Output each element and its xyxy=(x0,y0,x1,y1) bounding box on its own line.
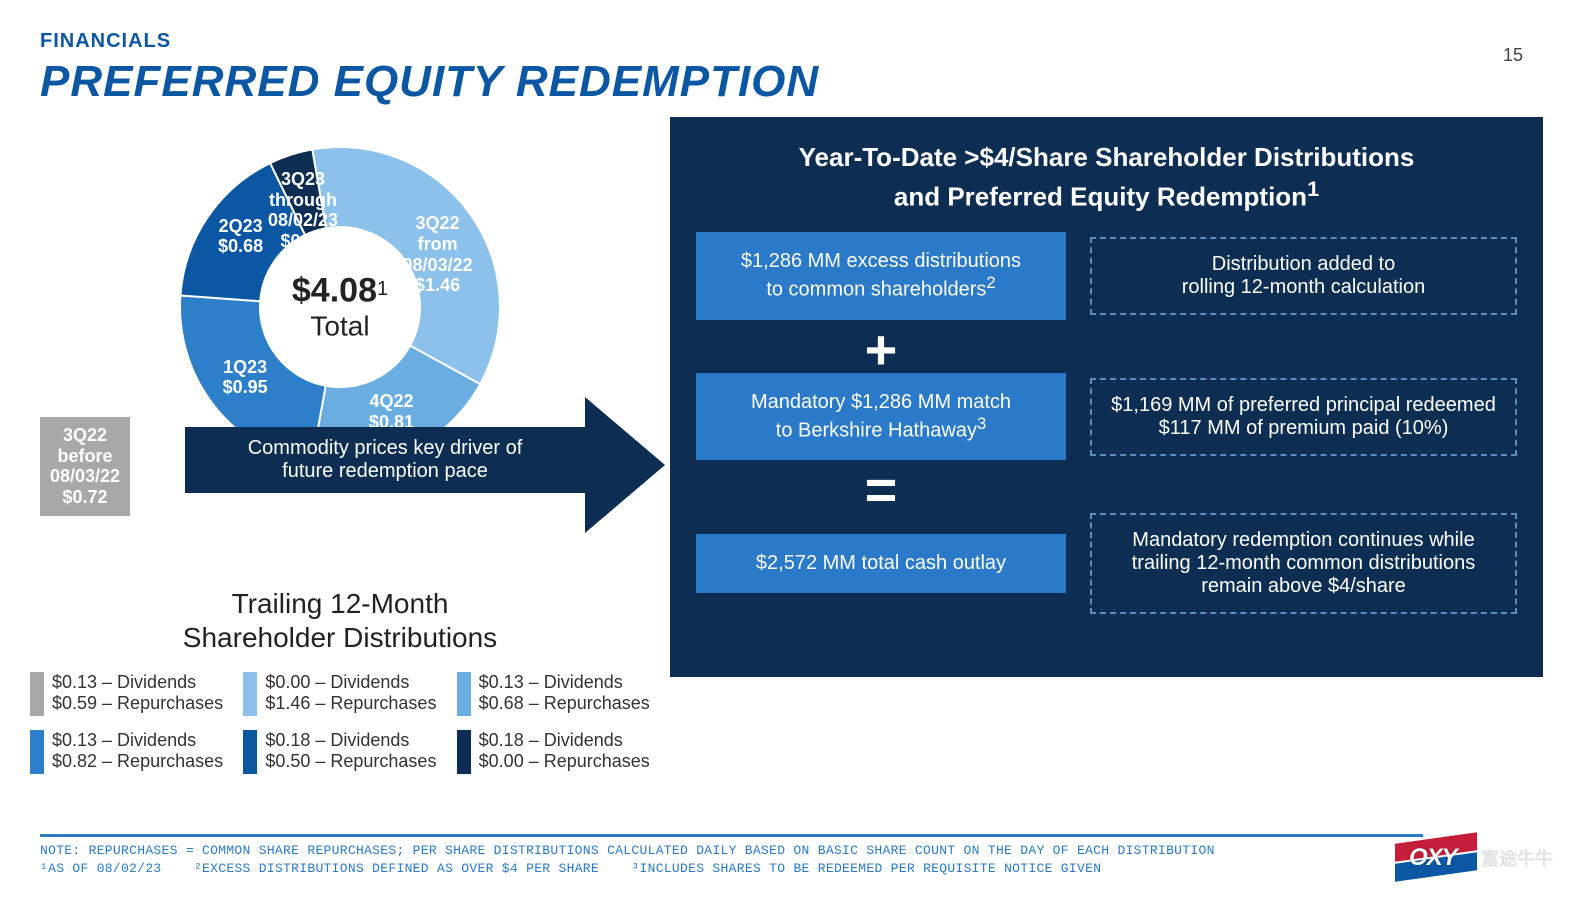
legend-swatch xyxy=(30,672,44,716)
center-superscript: 1 xyxy=(377,278,388,300)
watermark-text: 富途牛牛 xyxy=(1481,845,1553,871)
center-value: $4.08 xyxy=(292,272,377,310)
panel-title-sup: 1 xyxy=(1307,176,1319,201)
legend-swatch xyxy=(457,672,471,716)
panel-rows: $1,286 MM excess distributionsto common … xyxy=(696,232,1517,622)
legend-swatch xyxy=(457,730,471,774)
fn-c: ³INCLUDES SHARES TO BE REDEEMED PER REQU… xyxy=(631,861,1101,876)
panel-row: Mandatory $1,286 MM matchto Berkshire Ha… xyxy=(696,373,1517,461)
donut-center: $4.081 Total xyxy=(292,272,388,343)
legend-text: $0.13 – Dividends $0.82 – Repurchases xyxy=(52,730,223,772)
legend-swatch xyxy=(243,730,257,774)
fn-a: ¹AS OF 08/02/23 xyxy=(40,861,162,876)
legend-text: $0.18 – Dividends $0.00 – Repurchases xyxy=(479,730,650,772)
legend-item: $0.00 – Dividends $1.46 – Repurchases xyxy=(243,672,436,716)
legend-dividends: $0.13 – Dividends xyxy=(52,672,223,693)
page-number: 15 xyxy=(1503,45,1523,66)
legend-repurchases: $0.50 – Repurchases xyxy=(265,751,436,772)
legend-repurchases: $1.46 – Repurchases xyxy=(265,693,436,714)
legend-item: $0.18 – Dividends $0.00 – Repurchases xyxy=(457,730,650,774)
footnote: NOTE: REPURCHASES = COMMON SHARE REPURCH… xyxy=(40,834,1423,876)
arrow-note: Commodity prices key driver of future re… xyxy=(185,427,665,493)
slide-header: FINANCIALS PREFERRED EQUITY REDEMPTION xyxy=(0,0,1583,107)
legend-repurchases: $0.00 – Repurchases xyxy=(479,751,650,772)
plus-icon: + xyxy=(696,328,1066,373)
callout-l2: before xyxy=(50,446,120,467)
legend-dividends: $0.13 – Dividends xyxy=(479,672,650,693)
legend-text: $0.13 – Dividends $0.68 – Repurchases xyxy=(479,672,650,714)
footnote-l2: ¹AS OF 08/02/23 ²EXCESS DISTRIBUTIONS DE… xyxy=(40,861,1423,876)
legend-repurchases: $0.82 – Repurchases xyxy=(52,751,223,772)
solid-box: $2,572 MM total cash outlay xyxy=(696,534,1066,593)
legend-dividends: $0.13 – Dividends xyxy=(52,730,223,751)
slide-title: PREFERRED EQUITY REDEMPTION xyxy=(40,57,1583,107)
logo-area: OXY 富途牛牛 xyxy=(1401,830,1553,886)
legend-text: $0.18 – Dividends $0.50 – Repurchases xyxy=(265,730,436,772)
legend-swatch xyxy=(30,730,44,774)
callout-l1: 3Q22 xyxy=(50,425,120,446)
legend-item: $0.18 – Dividends $0.50 – Repurchases xyxy=(243,730,436,774)
legend-grid: $0.13 – Dividends $0.59 – Repurchases $0… xyxy=(30,672,650,774)
arrow-l2: future redemption pace xyxy=(195,460,575,483)
logo-text: OXY xyxy=(1409,844,1457,872)
solid-box: $1,286 MM excess distributionsto common … xyxy=(696,232,1066,320)
legend-repurchases: $0.68 – Repurchases xyxy=(479,693,650,714)
section-label: FINANCIALS xyxy=(40,30,1583,53)
right-column: Year-To-Date >$4/Share Shareholder Distr… xyxy=(670,117,1543,774)
panel-title-l1: Year-To-Date >$4/Share Shareholder Distr… xyxy=(799,142,1415,172)
info-panel: Year-To-Date >$4/Share Shareholder Distr… xyxy=(670,117,1543,677)
center-label: Total xyxy=(292,311,388,343)
dashed-box: Mandatory redemption continues while tra… xyxy=(1090,513,1517,614)
dashed-box: $1,169 MM of preferred principal redeeme… xyxy=(1090,378,1517,456)
panel-row: $2,572 MM total cash outlay Mandatory re… xyxy=(696,513,1517,614)
legend-item: $0.13 – Dividends $0.59 – Repurchases xyxy=(30,672,223,716)
callout-l3: 08/03/22 xyxy=(50,466,120,487)
legend-dividends: $0.00 – Dividends xyxy=(265,672,436,693)
donut-slice xyxy=(312,147,500,384)
legend-text: $0.00 – Dividends $1.46 – Repurchases xyxy=(265,672,436,714)
equals-icon: = xyxy=(696,468,1066,513)
content-area: $4.081 Total 3Q22from08/03/22$1.464Q22$0… xyxy=(0,107,1583,774)
legend-item: $0.13 – Dividends $0.82 – Repurchases xyxy=(30,730,223,774)
panel-title-l2: and Preferred Equity Redemption xyxy=(894,181,1307,211)
legend-dividends: $0.18 – Dividends xyxy=(265,730,436,751)
legend-text: $0.13 – Dividends $0.59 – Repurchases xyxy=(52,672,223,714)
dashed-box: Distribution added torolling 12-month ca… xyxy=(1090,237,1517,315)
solid-box: Mandatory $1,286 MM matchto Berkshire Ha… xyxy=(696,373,1066,461)
pre-period-callout: 3Q22 before 08/03/22 $0.72 xyxy=(40,417,130,516)
legend-swatch xyxy=(243,672,257,716)
trailing-title: Trailing 12-Month Shareholder Distributi… xyxy=(30,587,650,654)
fn-b: ²EXCESS DISTRIBUTIONS DEFINED AS OVER $4… xyxy=(194,861,599,876)
arrow-head-icon xyxy=(585,397,665,533)
legend-item: $0.13 – Dividends $0.68 – Repurchases xyxy=(457,672,650,716)
callout-l4: $0.72 xyxy=(50,487,120,508)
legend-repurchases: $0.59 – Repurchases xyxy=(52,693,223,714)
panel-title: Year-To-Date >$4/Share Shareholder Distr… xyxy=(696,141,1517,214)
oxy-logo: OXY xyxy=(1401,830,1471,886)
arrow-body: Commodity prices key driver of future re… xyxy=(185,427,605,493)
footnote-l1: NOTE: REPURCHASES = COMMON SHARE REPURCH… xyxy=(40,843,1423,858)
panel-row: $1,286 MM excess distributionsto common … xyxy=(696,232,1517,320)
legend-dividends: $0.18 – Dividends xyxy=(479,730,650,751)
arrow-l1: Commodity prices key driver of xyxy=(195,437,575,460)
trailing-l1: Trailing 12-Month xyxy=(30,587,650,621)
trailing-l2: Shareholder Distributions xyxy=(30,621,650,655)
left-column: $4.081 Total 3Q22from08/03/22$1.464Q22$0… xyxy=(30,117,650,774)
